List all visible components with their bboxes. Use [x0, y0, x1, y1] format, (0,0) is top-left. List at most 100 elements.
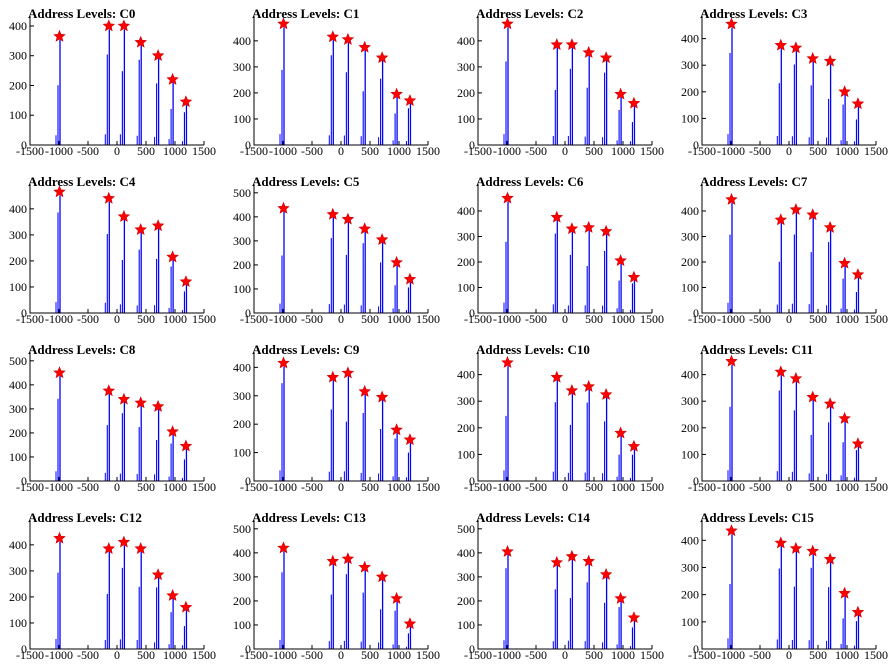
peak-marker-3 [134, 542, 147, 555]
peak-bar-4 [154, 577, 160, 649]
peak-marker-6 [179, 275, 193, 288]
peak-marker-1 [550, 210, 564, 223]
y-tick-label: 400 [457, 34, 475, 48]
x-tick-label: 500 [809, 648, 827, 662]
peak-bar-0 [55, 541, 61, 649]
y-tick-label: 200 [9, 590, 27, 604]
chart-svg-4: Address Levels: C4 0 100 200 300 400 -1500 -100… [9, 174, 216, 326]
x-tick-label: 1500 [640, 648, 664, 662]
x-tick-label: -1000 [269, 144, 297, 158]
peak-marker-2 [341, 32, 355, 45]
peak-bar-0 [503, 554, 509, 649]
y-tick-label: 400 [681, 533, 699, 547]
peak-bar-3 [584, 230, 590, 313]
peak-marker-2 [789, 541, 803, 554]
x-tick-label: -1000 [269, 648, 297, 662]
peak-marker-6 [179, 95, 193, 108]
peak-bar-5 [616, 262, 622, 313]
x-tick-label: -500 [525, 144, 547, 158]
y-tick-label: 0 [21, 474, 27, 488]
peak-bar-3 [584, 55, 590, 145]
peak-marker-2 [117, 392, 131, 405]
peak-bar-2 [567, 47, 574, 145]
x-tick-label: -1000 [493, 312, 521, 326]
peak-marker-4 [823, 54, 837, 67]
peak-marker-2 [789, 41, 803, 54]
x-tick-label: -500 [525, 648, 547, 662]
y-tick-label: 200 [233, 86, 251, 100]
x-tick-label: -500 [301, 312, 323, 326]
peak-bar-0 [55, 376, 61, 481]
y-tick-label: 400 [9, 202, 27, 216]
x-tick-label: -1000 [493, 144, 521, 158]
peak-bar-0 [279, 211, 285, 313]
peak-bar-3 [808, 554, 814, 649]
peak-bar-1 [328, 380, 334, 481]
y-tick-label: 200 [457, 86, 475, 100]
chart-title: Address Levels: C8 [28, 342, 136, 357]
y-tick-label: 100 [457, 447, 475, 461]
y-tick-label: 400 [681, 368, 699, 382]
chart-title: Address Levels: C4 [28, 174, 136, 189]
peak-marker-1 [102, 384, 116, 397]
chart-title: Address Levels: C9 [252, 342, 360, 357]
chart-panel-7: Address Levels: C7 0 100 200 300 400 -1500 -100… [672, 168, 896, 336]
x-tick-label: -500 [749, 312, 771, 326]
x-tick-label: 500 [361, 480, 379, 494]
x-tick-label: 1500 [192, 648, 216, 662]
x-tick-label: -1000 [45, 648, 73, 662]
peak-bar-6 [629, 104, 636, 145]
chart-panel-10: Address Levels: C10 0 100 200 300 400 -1500 -10… [448, 336, 672, 504]
peak-bar-5 [168, 433, 174, 481]
peak-marker-2 [565, 549, 579, 562]
x-tick-label: 500 [361, 312, 379, 326]
peak-marker-4 [599, 51, 613, 64]
peak-marker-3 [358, 222, 371, 235]
y-tick-label: 200 [9, 254, 27, 268]
x-tick-label: 0 [786, 144, 792, 158]
peak-bar-2 [343, 376, 350, 481]
peak-bar-1 [104, 551, 110, 649]
chart-title: Address Levels: C15 [700, 510, 814, 525]
x-tick-label: -1000 [493, 480, 521, 494]
peak-bar-4 [378, 579, 384, 649]
y-tick-label: 0 [469, 474, 475, 488]
x-tick-label: 1000 [611, 648, 635, 662]
y-tick-label: 0 [693, 138, 699, 152]
chart-svg-13: Address Levels: C13 0 100 200 300 400 500 -1500… [233, 510, 440, 662]
peak-bar-1 [104, 201, 110, 313]
x-tick-label: -500 [301, 144, 323, 158]
chart-panel-4: Address Levels: C4 0 100 200 300 400 -1500 -100… [0, 168, 224, 336]
y-tick-label: 200 [457, 255, 475, 269]
y-tick-label: 0 [469, 642, 475, 656]
x-tick-label: 500 [809, 312, 827, 326]
y-tick-label: 200 [457, 594, 475, 608]
y-tick-label: 0 [469, 306, 475, 320]
peak-marker-5 [166, 425, 179, 438]
axes [477, 520, 652, 650]
y-tick-label: 400 [457, 204, 475, 218]
y-tick-label: 400 [233, 210, 251, 224]
chart-title: Address Levels: C5 [252, 174, 360, 189]
peak-bar-6 [629, 618, 636, 649]
y-tick-label: 0 [245, 306, 251, 320]
peak-marker-1 [326, 30, 340, 43]
y-tick-label: 100 [681, 280, 699, 294]
peak-bar-5 [392, 600, 398, 649]
peak-marker-1 [326, 554, 340, 567]
peak-marker-5 [166, 589, 179, 601]
chart-panel-3: Address Levels: C3 0 100 200 300 400 -1500 -100… [672, 0, 896, 168]
peak-marker-3 [806, 208, 819, 221]
peak-bar-5 [392, 95, 398, 145]
y-tick-label: 200 [681, 85, 699, 99]
x-tick-label: 0 [338, 648, 344, 662]
peak-bar-5 [168, 81, 174, 145]
peak-bar-6 [853, 613, 860, 649]
x-tick-label: -500 [301, 648, 323, 662]
peak-marker-0 [277, 17, 290, 30]
y-tick-label: 400 [9, 19, 27, 33]
x-tick-label: 0 [562, 312, 568, 326]
y-tick-label: 300 [233, 570, 251, 584]
x-tick-label: 0 [114, 648, 120, 662]
x-tick-label: 0 [338, 312, 344, 326]
